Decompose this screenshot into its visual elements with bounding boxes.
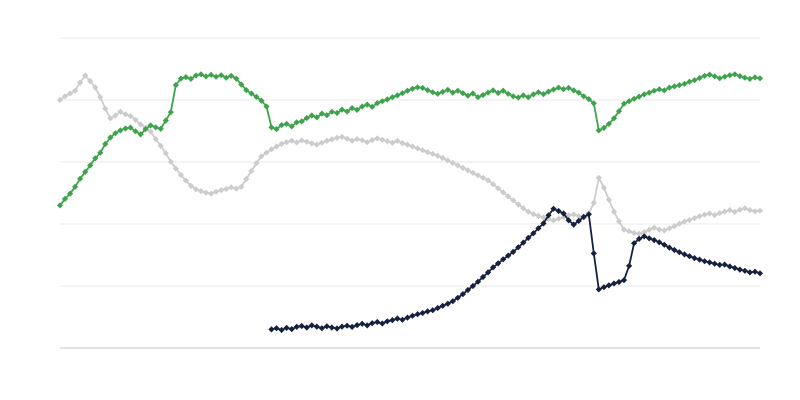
green-series	[56, 71, 764, 209]
light-gray-series	[56, 72, 764, 238]
green-series-path	[59, 73, 761, 207]
dark-navy-series-markers	[268, 205, 764, 334]
green-series-markers	[56, 71, 764, 209]
dark-navy-series-path	[270, 207, 761, 331]
gridlines	[60, 37, 760, 349]
dark-navy-series	[268, 205, 764, 334]
light-gray-series-markers	[56, 72, 764, 238]
